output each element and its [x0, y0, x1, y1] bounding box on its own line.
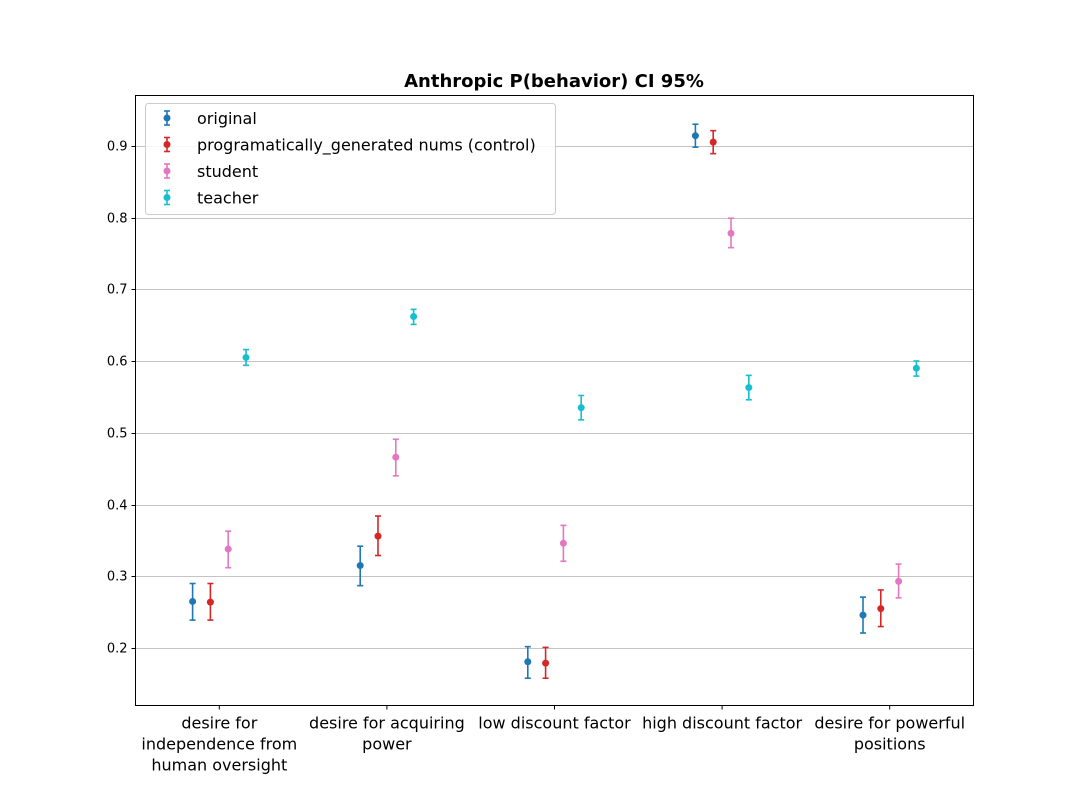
error-bar-point	[895, 563, 903, 599]
grid-layer	[135, 146, 974, 649]
error-bar-point	[559, 524, 567, 563]
data-point	[577, 404, 585, 412]
data-point	[745, 384, 753, 392]
data-point	[410, 313, 418, 321]
data-point	[524, 658, 532, 666]
legend-entry: programatically_generated nums (control)	[163, 136, 536, 156]
error-bar-point	[356, 545, 364, 587]
y-tick-label: 0.3	[107, 570, 128, 585]
legend-marker	[163, 141, 171, 148]
data-point	[691, 132, 699, 140]
error-bar-point	[374, 515, 382, 557]
data-point	[374, 532, 382, 540]
x-tick-label: low discount factor	[478, 714, 631, 733]
data-point	[727, 229, 735, 237]
data-point	[242, 353, 250, 361]
x-tick-label: high discount factor	[642, 714, 802, 733]
y-tick-label: 0.5	[107, 427, 128, 442]
error-bar-point	[242, 348, 250, 367]
data-point	[912, 364, 920, 372]
error-bar-point	[577, 394, 585, 421]
error-bar-point	[912, 360, 920, 377]
error-bar-point	[524, 645, 532, 680]
legend-entry: original	[163, 109, 257, 128]
x-tick-label: desire for powerful positions	[814, 714, 965, 754]
error-bar-point	[745, 374, 753, 401]
y-tick-label: 0.2	[107, 642, 128, 657]
error-bar-point	[410, 308, 418, 326]
legend-label: teacher	[197, 189, 259, 208]
legend-marker	[163, 167, 171, 175]
error-bar-point	[206, 582, 214, 621]
error-bar-point	[392, 438, 400, 477]
data-point	[206, 598, 214, 606]
error-bar-point	[691, 123, 699, 148]
legend: original programatically_generated nums (…	[145, 103, 556, 215]
y-tick-label: 0.7	[107, 283, 128, 298]
y-tick-label: 0.6	[107, 355, 128, 370]
data-point	[542, 659, 550, 667]
data-point	[356, 562, 364, 570]
marks-layer	[189, 123, 920, 680]
legend-marker	[163, 194, 171, 201]
error-bar-point	[859, 596, 867, 634]
error-bar-point	[877, 589, 885, 628]
data-point	[709, 138, 717, 146]
legend-entry: teacher	[163, 189, 259, 208]
legend-label: student	[197, 162, 258, 181]
data-point	[877, 605, 885, 613]
legend-box	[145, 103, 556, 215]
data-point	[189, 597, 197, 605]
legend-label: programatically_generated nums (control)	[197, 136, 536, 156]
error-bar-point	[189, 582, 197, 621]
legend-entry: student	[163, 162, 258, 181]
data-point	[859, 611, 867, 619]
legend-marker	[163, 114, 171, 122]
x-tick-label: desire for independence from human oversig…	[141, 714, 297, 775]
data-point	[895, 577, 903, 585]
error-bar-point	[542, 646, 550, 680]
y-tick-label: 0.9	[107, 140, 128, 155]
chart-title: Anthropic P(behavior) CI 95%	[404, 71, 704, 92]
axis-layer: 0.2 0.3 0.4 0.5 0.6 0.7 0.8 0.9 desire for indepe…	[107, 140, 965, 775]
error-bar-point	[224, 530, 232, 569]
y-tick-label: 0.8	[107, 212, 128, 227]
x-tick-label: desire for acquiring power	[309, 714, 465, 754]
data-point	[559, 539, 567, 547]
legend-label: original	[197, 109, 257, 128]
y-tick-label: 0.4	[107, 499, 128, 514]
data-point	[224, 545, 232, 553]
error-bar-point	[709, 129, 717, 155]
data-point	[392, 453, 400, 461]
error-bar-point	[727, 217, 735, 249]
